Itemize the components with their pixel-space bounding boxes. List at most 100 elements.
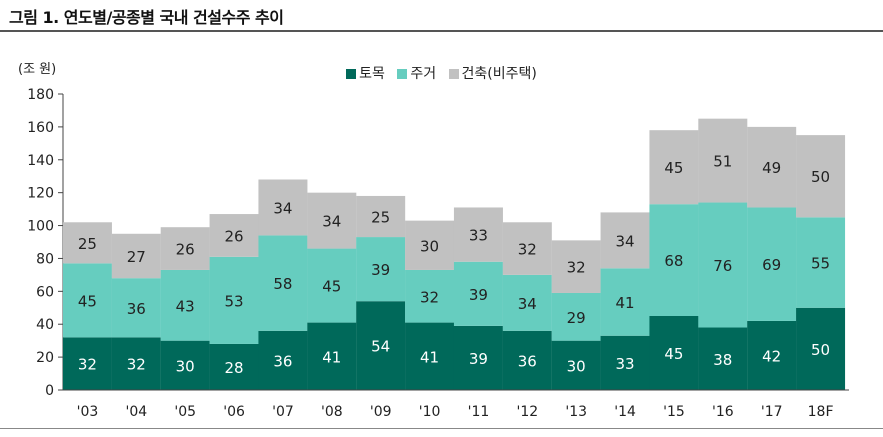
bar-segment (453, 261, 503, 326)
y-tick-label: 160 (27, 120, 54, 136)
bar-value-label: 36 (127, 300, 146, 318)
bar-value-label: 76 (713, 257, 732, 275)
bar-value-label: 39 (469, 350, 488, 368)
bar-value-label: 34 (273, 199, 292, 217)
bar-value-label: 45 (322, 278, 341, 296)
bar-value-label: 49 (762, 159, 781, 177)
bar-segment (747, 207, 797, 321)
bar-segment (649, 316, 699, 390)
legend-item-civil: 토목 (346, 63, 385, 83)
x-tick-label: '12 (516, 404, 538, 420)
bar-segment (796, 307, 846, 390)
bar-value-label: 30 (420, 237, 439, 255)
bar-value-label: 32 (420, 288, 439, 306)
bar-segment (502, 222, 552, 275)
x-tick-label: 18F (808, 404, 834, 420)
bar-value-label: 51 (713, 153, 732, 171)
bar-value-label: 41 (420, 348, 439, 366)
y-tick-label: 0 (45, 383, 54, 399)
bar-value-label: 45 (664, 345, 683, 363)
x-tick-label: '05 (174, 404, 196, 420)
bar-segment (453, 207, 503, 262)
bar-value-label: 32 (127, 356, 146, 374)
x-tick-label: '08 (321, 404, 343, 420)
x-tick-label: '04 (125, 404, 147, 420)
x-tick-label: '13 (565, 404, 587, 420)
bar-segment (62, 337, 112, 390)
bar-segment (502, 274, 552, 331)
legend-label-civil: 토목 (359, 66, 385, 82)
bar-segment (111, 233, 161, 279)
bar-segment (649, 204, 699, 316)
bar-segment (160, 227, 210, 270)
bar-value-label: 32 (567, 259, 586, 277)
bar-value-label: 25 (371, 209, 390, 227)
bar-segment (796, 135, 846, 218)
bar-value-label: 50 (811, 168, 830, 186)
bar-value-label: 45 (78, 292, 97, 310)
bar-value-label: 54 (371, 338, 390, 356)
y-tick-label: 140 (27, 153, 54, 169)
bar-segment (551, 340, 601, 390)
bar-value-label: 32 (518, 241, 537, 259)
x-tick-label: '14 (614, 404, 636, 420)
x-tick-label: '03 (77, 404, 99, 420)
bar-value-label: 45 (664, 159, 683, 177)
bar-segment (747, 126, 797, 208)
bar-value-label: 33 (469, 227, 488, 245)
legend-swatch-civil (346, 69, 357, 79)
x-tick-label: '17 (761, 404, 783, 420)
bar-segment (356, 301, 406, 390)
bar-segment (698, 202, 748, 328)
bar-segment (307, 248, 357, 323)
bar-segment (258, 330, 308, 390)
bar-segment (600, 335, 650, 390)
bar-segment (356, 195, 406, 238)
x-tick-label: '09 (370, 404, 392, 420)
bar-segment (209, 256, 259, 344)
bar-value-label: 55 (811, 255, 830, 273)
x-tick-label: '16 (712, 404, 734, 420)
bar-value-label: 50 (811, 341, 830, 359)
bar-value-label: 41 (616, 294, 635, 312)
title-underline (0, 30, 883, 32)
bar-segment (796, 217, 846, 308)
x-tick-label: '07 (272, 404, 294, 420)
bar-segment (649, 130, 699, 205)
bar-value-label: 33 (616, 355, 635, 373)
bar-value-label: 30 (567, 357, 586, 375)
y-tick-label: 20 (36, 350, 54, 366)
bar-segment (62, 222, 112, 264)
bar-value-label: 36 (518, 352, 537, 370)
bar-segment (502, 330, 552, 390)
bar-segment (258, 235, 308, 331)
bar-segment (209, 214, 259, 257)
bar-value-label: 68 (664, 252, 683, 270)
bar-segment (551, 292, 601, 341)
bar-value-label: 43 (176, 297, 195, 315)
bar-value-label: 25 (78, 235, 97, 253)
chart-legend: 토목 주거 건축(비주택) (0, 63, 883, 83)
y-tick-label: 180 (27, 87, 54, 103)
bar-value-label: 26 (225, 227, 244, 245)
bar-segment (160, 340, 210, 390)
bar-segment (258, 179, 308, 236)
bar-value-label: 26 (176, 241, 195, 259)
bar-segment (160, 269, 210, 341)
bar-value-label: 53 (225, 292, 244, 310)
bar-segment (62, 263, 112, 338)
bar-value-label: 32 (78, 356, 97, 374)
legend-label-nonresidential: 건축(비주택) (461, 66, 537, 82)
bar-value-label: 39 (469, 286, 488, 304)
legend-item-housing: 주거 (397, 63, 436, 83)
legend-label-housing: 주거 (410, 66, 437, 82)
bar-value-label: 29 (567, 309, 586, 327)
bar-segment (405, 220, 455, 270)
y-tick-label: 80 (36, 251, 54, 267)
bar-segment (209, 343, 259, 390)
bar-value-label: 69 (762, 256, 781, 274)
bottom-rule (0, 428, 883, 429)
y-tick-label: 40 (36, 317, 54, 333)
x-tick-label: '10 (419, 404, 441, 420)
